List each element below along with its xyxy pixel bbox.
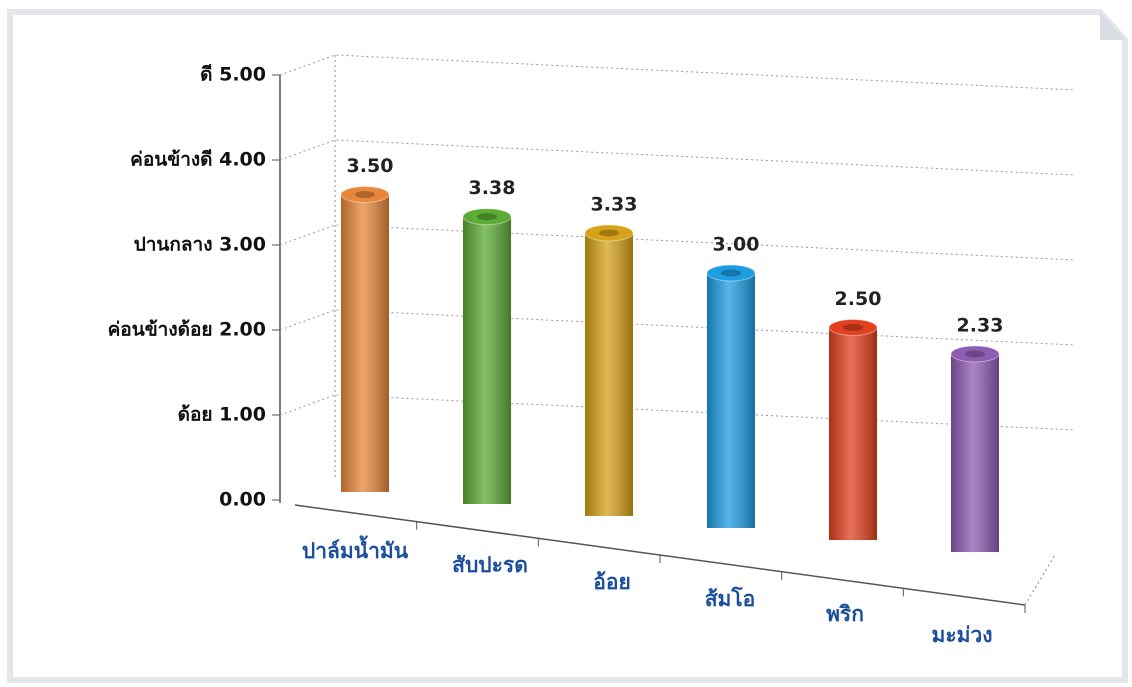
bar-top bbox=[706, 264, 756, 282]
x-tick-label: ส้มโอ bbox=[705, 586, 756, 611]
y-tick-label: 0.00 bbox=[219, 489, 266, 511]
page-fold bbox=[1100, 12, 1125, 40]
value-label: 3.50 bbox=[347, 155, 394, 177]
y-tick-label: ค่อนข้างดี 4.00 bbox=[130, 149, 266, 171]
bar-shade bbox=[585, 232, 633, 516]
value-label: 3.00 bbox=[713, 234, 760, 256]
value-label: 3.33 bbox=[591, 193, 638, 215]
bar-shade bbox=[707, 273, 755, 528]
y-tick-label: ปานกลาง 3.00 bbox=[134, 234, 266, 256]
value-label: 2.33 bbox=[957, 314, 1004, 336]
bar-hole bbox=[843, 324, 863, 331]
x-tick-label: มะม่วง bbox=[931, 623, 992, 647]
bar-shade bbox=[951, 353, 999, 552]
value-label: 3.38 bbox=[469, 177, 516, 199]
bar-top bbox=[584, 224, 634, 242]
bar-top bbox=[828, 319, 878, 336]
bar-hole bbox=[355, 191, 375, 198]
bar-top bbox=[340, 186, 390, 203]
y-tick-label: ดี 5.00 bbox=[200, 64, 266, 86]
x-tick-label: อ้อย bbox=[593, 570, 631, 594]
bar-hole bbox=[721, 269, 741, 277]
bar-top bbox=[462, 208, 512, 226]
y-tick-label: ด้อย 1.00 bbox=[178, 404, 266, 426]
x-tick-label: พริก bbox=[826, 602, 864, 626]
bar-shade bbox=[341, 194, 389, 492]
value-label: 2.50 bbox=[835, 288, 882, 310]
bar-hole bbox=[965, 350, 985, 358]
y-tick-label: ค่อนข้างด้อย 2.00 bbox=[108, 319, 266, 341]
bar-top bbox=[950, 345, 1000, 363]
x-tick-label: ปาล์มน้ำมัน bbox=[302, 535, 409, 563]
bar-hole bbox=[477, 213, 497, 221]
x-tick-label: สับปะรด bbox=[452, 553, 528, 577]
frame bbox=[7, 9, 1128, 683]
bar-shade bbox=[463, 216, 511, 504]
bar-shade bbox=[829, 327, 877, 540]
bar-hole bbox=[599, 229, 619, 237]
